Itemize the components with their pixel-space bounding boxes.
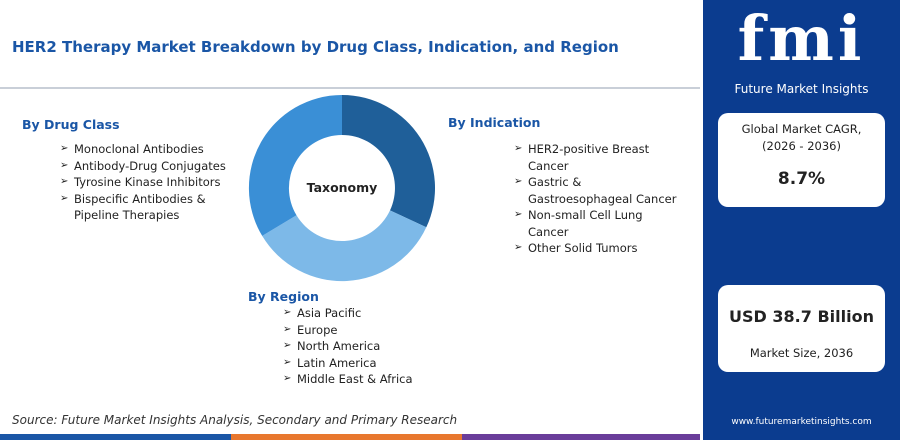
list: Monoclonal AntibodiesAntibody-Drug Conju… xyxy=(60,141,235,224)
brand: Future Market Insights xyxy=(734,82,869,96)
donut-segment xyxy=(342,95,436,228)
list-item: Asia Pacific xyxy=(283,305,453,322)
cagr-box: Global Market CAGR, (2026 - 2036) 8.7% xyxy=(718,113,885,207)
sidebar: fmi Future Market Insights Global Market… xyxy=(703,0,900,440)
source: Source: Future Market Insights Analysis,… xyxy=(12,413,458,427)
list: HER2-positive Breast CancerGastric & Gas… xyxy=(514,141,684,257)
list-item: Tyrosine Kinase Inhibitors xyxy=(60,174,235,191)
center-label: Taxonomy xyxy=(307,180,378,195)
section-title: By Region xyxy=(248,289,319,304)
donut-segment xyxy=(262,210,427,282)
size-value: USD 38.7 Billion xyxy=(729,307,874,326)
logo: fmi xyxy=(737,2,866,75)
section-title: By Indication xyxy=(448,115,541,130)
size-box: USD 38.7 Billion Market Size, 2036 xyxy=(718,285,885,372)
donut-segment xyxy=(248,94,342,236)
list-item: Middle East & Africa xyxy=(283,371,453,388)
divider xyxy=(0,87,700,89)
cagr-value: 8.7% xyxy=(777,169,826,189)
color-strip xyxy=(0,434,700,440)
url: www.futuremarketinsights.com xyxy=(731,417,872,427)
list-item: HER2-positive Breast Cancer xyxy=(514,141,684,174)
list-item: Europe xyxy=(283,322,453,339)
section-title: By Drug Class xyxy=(22,117,120,132)
list-item: Antibody-Drug Conjugates xyxy=(60,158,235,175)
cagr-label: Global Market CAGR, (2026 - 2036) xyxy=(741,122,862,153)
list-item: North America xyxy=(283,338,453,355)
list-item: Latin America xyxy=(283,355,453,372)
donut: Taxonomy xyxy=(248,94,436,282)
list-item: Gastric & Gastroesophageal Cancer xyxy=(514,174,684,207)
title: HER2 Therapy Market Breakdown by Drug Cl… xyxy=(12,38,619,56)
list-item: Bispecific Antibodies & Pipeline Therapi… xyxy=(60,191,235,224)
list-item: Monoclonal Antibodies xyxy=(60,141,235,158)
size-label: Market Size, 2036 xyxy=(749,346,854,360)
list-item: Non-small Cell Lung Cancer xyxy=(514,207,684,240)
list-item: Other Solid Tumors xyxy=(514,240,684,257)
list: Asia PacificEuropeNorth AmericaLatin Ame… xyxy=(283,305,453,388)
